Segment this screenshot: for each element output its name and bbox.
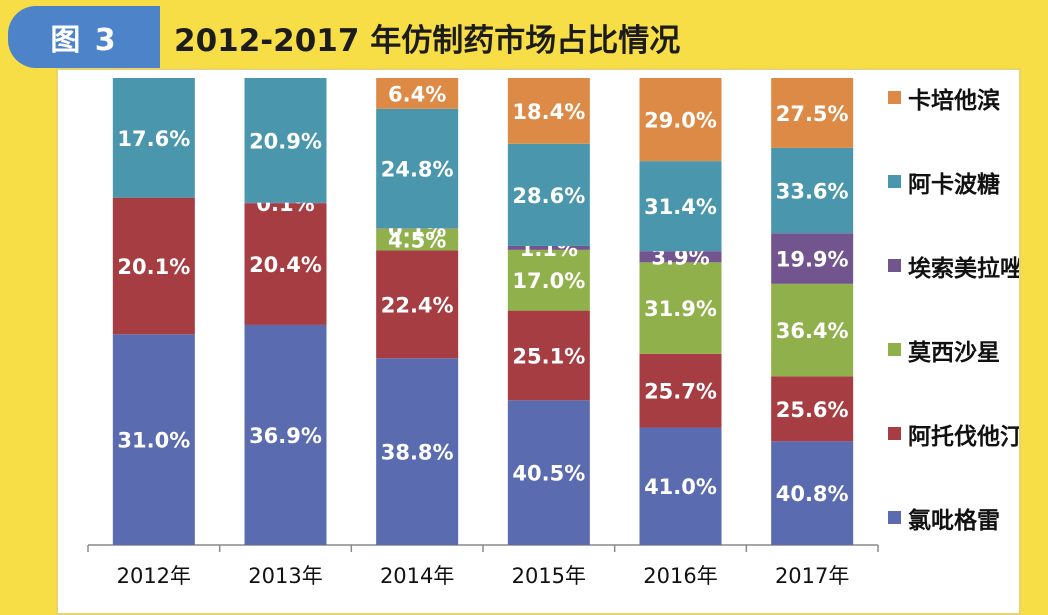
data-label: 24.8%	[381, 158, 454, 182]
legend-label: 卡培他滨	[908, 87, 1000, 114]
data-label: 17.6%	[117, 127, 190, 151]
x-tick-label: 2012年	[117, 564, 191, 588]
data-label: 19.9%	[776, 248, 849, 272]
bar-segment	[639, 427, 722, 545]
data-label: 36.9%	[249, 424, 322, 448]
legend-swatch	[888, 175, 901, 188]
bar-segment	[771, 376, 854, 442]
bar-segment	[244, 324, 327, 545]
bar-segment	[507, 143, 590, 246]
data-label: 38.8%	[381, 441, 454, 465]
data-label: 31.9%	[644, 297, 717, 321]
x-tick-label: 2016年	[643, 564, 717, 588]
bar-segment	[507, 310, 590, 401]
legend-label: 阿卡波糖	[908, 171, 1000, 198]
bar-segment	[639, 262, 722, 354]
figure-badge: 图 3	[8, 6, 160, 68]
legend-swatch	[888, 343, 901, 356]
data-label: 4.5%	[388, 229, 446, 253]
legend-swatch	[888, 91, 901, 104]
bar-segment	[376, 228, 459, 251]
x-tick-label: 2014年	[380, 564, 454, 588]
data-label: 22.4%	[381, 293, 454, 317]
data-label: 41.0%	[644, 475, 717, 499]
bar-segment	[639, 251, 722, 263]
data-label: 28.6%	[512, 184, 585, 208]
legend-label: 阿托伐他汀	[908, 424, 1019, 450]
chart-panel: 31.0% 20.1% 17.6% 2012年 36.9% 20.4% 0.1% 20.9% 2…	[56, 68, 1021, 615]
data-label: 33.6%	[776, 180, 849, 204]
bar-segment	[376, 108, 459, 229]
data-label: 25.7%	[644, 380, 717, 404]
data-label: 25.6%	[776, 398, 849, 422]
legend-swatch	[888, 511, 901, 524]
data-label: 25.1%	[512, 344, 585, 368]
bar-segment	[771, 233, 854, 284]
bar-segment	[376, 250, 459, 359]
legend-label: 莫西沙星	[908, 340, 1000, 366]
data-label: 18.4%	[512, 100, 585, 124]
bar-segment	[376, 358, 459, 545]
x-tick-label: 2013年	[248, 564, 322, 588]
legend-swatch	[888, 427, 901, 440]
bar-segment	[771, 78, 854, 148]
data-label: 40.5%	[512, 462, 585, 486]
bar-segment	[376, 78, 459, 109]
data-label: 29.0%	[644, 109, 717, 133]
bar-segment	[771, 441, 854, 545]
bar-segment	[112, 334, 195, 545]
stacked-bar-chart: 31.0%20.1%17.6%2012年36.9%20.4%0.1%20.9%2…	[87, 78, 1019, 588]
data-label: 20.9%	[249, 129, 322, 153]
bar-segment	[244, 202, 327, 204]
data-label: 6.4%	[388, 82, 446, 106]
bar-segment	[507, 78, 590, 144]
data-label: 31.4%	[644, 195, 717, 219]
bar-segment	[507, 249, 590, 311]
x-tick-label: 2015年	[512, 564, 586, 588]
legend-label: 埃索美拉唑	[908, 255, 1019, 282]
bar-segment	[112, 197, 195, 335]
bar-segment	[507, 245, 590, 250]
data-label: 31.0%	[117, 429, 190, 453]
legend-swatch	[888, 259, 901, 272]
data-label: 40.8%	[776, 482, 849, 506]
bar-segment	[639, 78, 722, 162]
data-label: 36.4%	[776, 319, 849, 343]
data-label: 20.4%	[249, 253, 322, 277]
bar-segment	[639, 353, 722, 428]
x-tick-label: 2017年	[775, 564, 849, 588]
bar-segment	[639, 161, 722, 252]
bar-segment	[771, 147, 854, 234]
data-label: 20.1%	[117, 255, 190, 279]
bar-segment	[507, 400, 590, 545]
legend-label: 氯吡格雷	[908, 507, 1000, 534]
bar-segment	[244, 203, 327, 325]
bar-segment	[112, 78, 195, 198]
bar-segment	[771, 283, 854, 377]
data-label: 17.0%	[512, 269, 585, 293]
chart-title: 2012-2017 年仿制药市场占比情况	[174, 22, 681, 59]
bar-segment	[244, 78, 327, 203]
data-label: 27.5%	[776, 102, 849, 126]
